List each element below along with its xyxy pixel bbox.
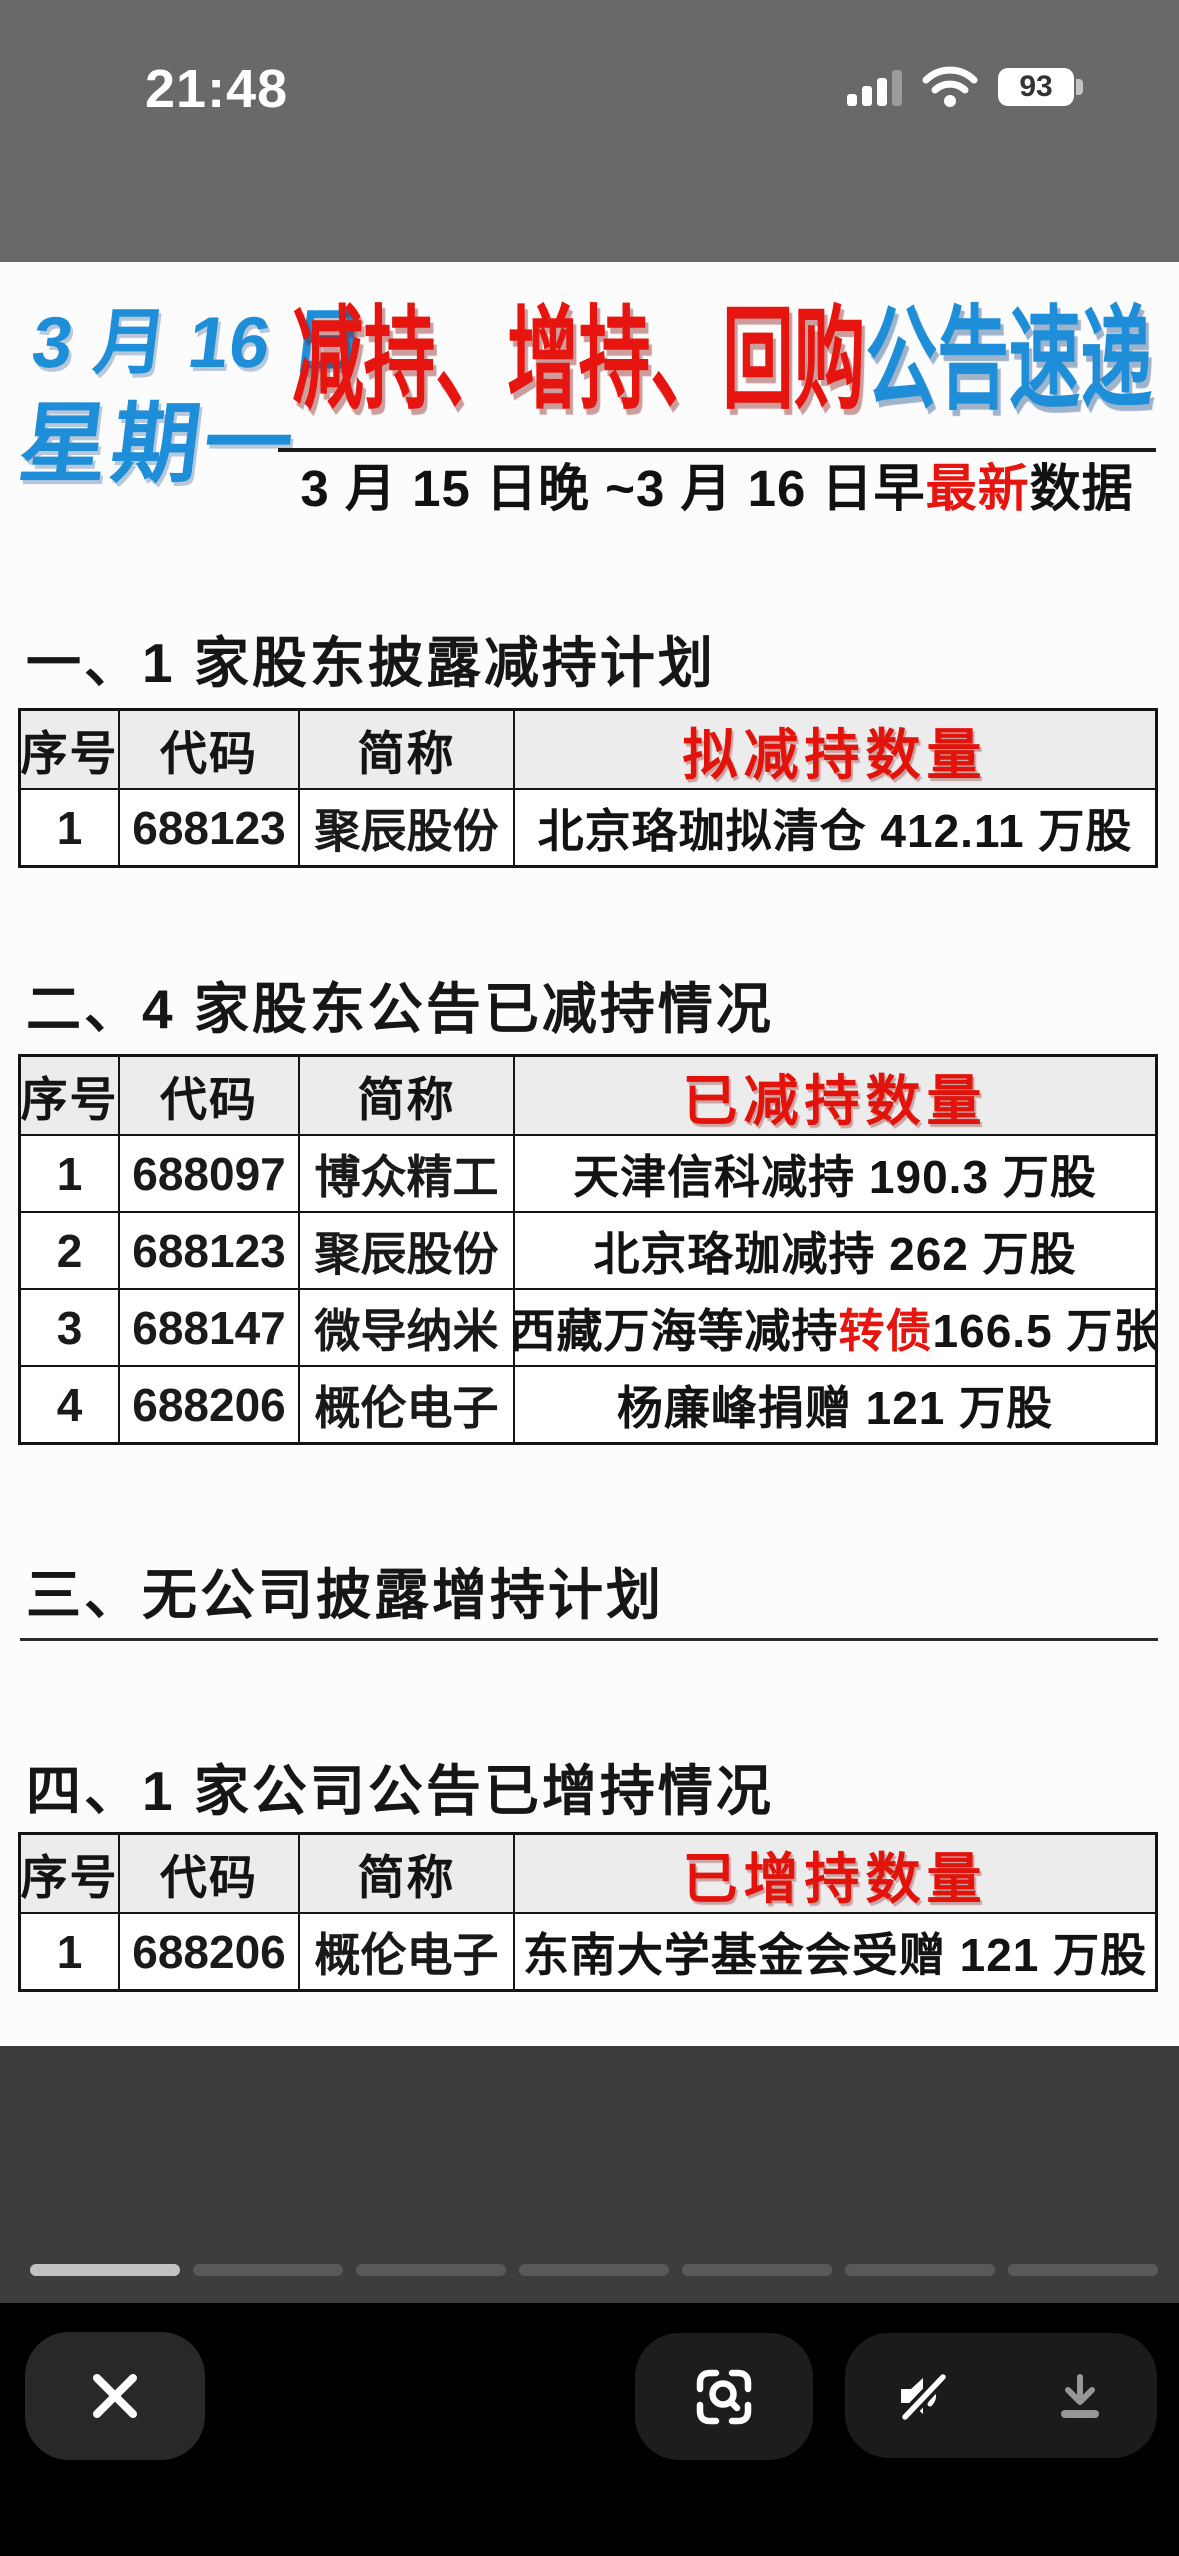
table-row: 1 688206 概伦电子 东南大学基金会受赠 121 万股 [21,1912,1155,1989]
poster-main-title: 减持、增持、回购公告速递 [292,284,1152,436]
status-time: 21:48 [145,59,289,119]
col-header-amount: 已减持数量 [513,1057,1155,1134]
mute-button[interactable] [896,2371,952,2420]
completed-increase-table: 序号 代码 简称 已增持数量 1 688206 概伦电子 东南大学基金会受赠 1… [18,1832,1158,1992]
video-letterbox [0,2046,1179,2303]
cell-name: 概伦电子 [298,1914,513,1989]
scan-search-icon [696,2369,752,2424]
cell-detail: 天津信科减持 190.3 万股 [513,1136,1155,1211]
download-icon [1061,2373,1099,2418]
cell-index: 1 [56,1147,83,1200]
cell-index: 3 [56,1301,83,1354]
poster-subtitle: 3 月 15 日晚 ~3 月 16 日早最新数据 [278,460,1156,518]
col-header-code: 代码 [118,1835,298,1912]
section1-title: 一、1 家股东披露减持计划 [26,632,716,694]
table-row: 1 688123 聚辰股份 北京珞珈拟清仓 412.11 万股 [21,788,1155,865]
table-header-row: 序号 代码 简称 拟减持数量 [21,711,1155,788]
detail-black-part: 西藏万海等减持 [513,1304,839,1357]
col-header-code: 代码 [118,1057,298,1134]
download-button[interactable] [1054,2370,1106,2422]
table-row: 3 688147 微导纳米 西藏万海等减持 转债 166.5 万张 [21,1288,1155,1365]
battery-percent: 93 [1019,70,1053,103]
subtitle-date-range: 3 月 15 日晚 ~3 月 16 日早 [300,460,926,517]
main-title-red-part: 减持、增持、回购 [292,297,866,422]
progress-segment[interactable] [845,2264,995,2276]
table-header-row: 序号 代码 简称 已增持数量 [21,1835,1155,1912]
status-bar: 21:48 93 [0,0,1179,262]
cell-code: 688206 [118,1914,298,1989]
col-header-name: 简称 [298,1057,513,1134]
title-underline [278,448,1156,452]
table-header-row: 序号 代码 简称 已减持数量 [21,1057,1155,1134]
cell-code: 688147 [118,1290,298,1365]
detail-red-part: 转债 [838,1304,933,1357]
col-header-index: 序号 [21,1073,118,1126]
section3-title: 三、无公司披露增持计划 [26,1564,665,1626]
cell-name: 微导纳米 [298,1290,513,1365]
subtitle-latest-label: 最新 [925,460,1030,517]
cell-detail: 东南大学基金会受赠 121 万股 [513,1914,1155,1989]
cell-detail: 西藏万海等减持 转债 166.5 万张 [513,1290,1155,1365]
cell-detail: 北京珞珈拟清仓 412.11 万股 [513,790,1155,865]
cell-index: 4 [56,1378,83,1431]
video-progress-bar[interactable] [30,2264,1158,2276]
wifi-icon [922,66,978,107]
col-header-code: 代码 [118,711,298,788]
progress-segment[interactable] [30,2264,180,2276]
progress-segment[interactable] [356,2264,506,2276]
detail-black-part: 166.5 万张 [932,1304,1155,1357]
cell-code: 688206 [118,1367,298,1442]
cell-code: 688123 [118,1213,298,1288]
cell-index: 1 [56,801,83,854]
section2-title: 二、4 家股东公告已减持情况 [26,978,774,1040]
col-header-index: 序号 [21,727,118,780]
announcement-poster: 3 月 16 日 星期一 减持、增持、回购公告速递 3 月 15 日晚 ~3 月… [0,262,1179,2046]
planned-reduction-table: 序号 代码 简称 拟减持数量 1 688123 聚辰股份 北京珞珈拟清仓 412… [18,708,1158,868]
cell-detail: 杨廉峰捐赠 121 万股 [513,1367,1155,1442]
col-header-amount: 已增持数量 [513,1835,1155,1912]
section4-title: 四、1 家公司公告已增持情况 [26,1760,774,1822]
cell-detail: 北京珞珈减持 262 万股 [513,1213,1155,1288]
progress-segment[interactable] [193,2264,343,2276]
col-header-name: 简称 [298,1835,513,1912]
section-divider [20,1638,1158,1641]
completed-reduction-table: 序号 代码 简称 已减持数量 1 688097 博众精工 天津信科减持 190.… [18,1054,1158,1445]
media-controls [845,2333,1157,2458]
cellular-signal-icon [847,69,905,106]
cell-index: 2 [56,1224,83,1277]
progress-segment[interactable] [682,2264,832,2276]
main-title-blue-part: 公告速递 [865,297,1153,422]
cell-code: 688123 [118,790,298,865]
cell-name: 博众精工 [298,1136,513,1211]
col-header-index: 序号 [21,1851,118,1904]
progress-segment[interactable] [519,2264,669,2276]
cell-name: 聚辰股份 [298,790,513,865]
mute-icon [899,2371,949,2420]
col-header-amount: 拟减持数量 [513,711,1155,788]
cell-code: 688097 [118,1136,298,1211]
close-button[interactable] [25,2332,205,2460]
scan-search-button[interactable] [635,2333,813,2460]
progress-segment[interactable] [1008,2264,1158,2276]
table-row: 1 688097 博众精工 天津信科减持 190.3 万股 [21,1134,1155,1211]
subtitle-data-label: 数据 [1029,460,1134,517]
battery-cap [1076,79,1083,95]
cell-index: 1 [56,1925,83,1978]
cell-name: 聚辰股份 [298,1213,513,1288]
table-row: 2 688123 聚辰股份 北京珞珈减持 262 万股 [21,1211,1155,1288]
table-row: 4 688206 概伦电子 杨廉峰捐赠 121 万股 [21,1365,1155,1442]
col-header-name: 简称 [298,711,513,788]
cell-name: 概伦电子 [298,1367,513,1442]
close-icon [93,2374,137,2418]
battery-icon: 93 [998,68,1083,106]
